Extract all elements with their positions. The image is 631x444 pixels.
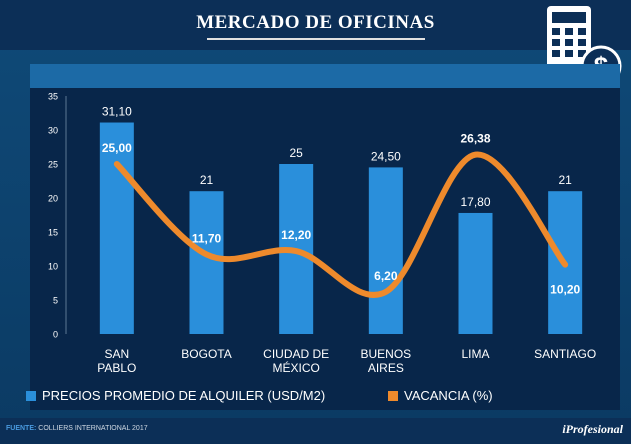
y-tick-label: 0 [53, 330, 58, 340]
bar-value-label: 17,80 [460, 195, 490, 209]
bar [368, 167, 403, 334]
bar [99, 122, 134, 335]
legend-swatch-precios [26, 390, 36, 401]
bar-value-label: 21 [200, 173, 214, 187]
x-category-label: BOGOTA [181, 347, 231, 361]
y-tick-label: 10 [48, 262, 58, 272]
legend-label-precios: PRECIOS PROMEDIO DE ALQUILER (USD/M2) [42, 388, 326, 403]
bar [458, 212, 493, 334]
legend-item-vacancia: VACANCIA (%) [388, 388, 493, 403]
brand-logo: iProfesional [562, 422, 623, 436]
source-text: COLLIERS INTERNATIONAL 2017 [38, 425, 148, 432]
legend-item-precios: PRECIOS PROMEDIO DE ALQUILER (USD/M2) [26, 388, 325, 403]
x-category-label: MÉXICO [272, 360, 319, 375]
y-tick-label: 35 [48, 92, 58, 102]
bar-value-label: 31,10 [102, 105, 132, 119]
vacancia-line [113, 151, 569, 298]
footer-bar: FUENTE: COLLIERS INTERNATIONAL 2017 iPro… [0, 418, 631, 444]
header-bar: MERCADO DE OFICINAS [0, 0, 631, 50]
y-tick-label: 25 [48, 160, 58, 170]
bar-value-label: 24,50 [371, 149, 401, 163]
x-category-label: BUENOS [360, 347, 411, 361]
x-category-label: PABLO [97, 361, 136, 375]
y-tick-label: 20 [48, 194, 58, 204]
line-value-label: 12,20 [281, 228, 311, 242]
x-category-label: AIRES [368, 361, 404, 375]
source-label: FUENTE: [6, 425, 37, 432]
title-underline [207, 38, 425, 40]
chart-title: MERCADO DE OFICINAS [196, 12, 435, 33]
x-category-label: CIUDAD DE [263, 347, 329, 361]
x-category-label: SANTIAGO [534, 347, 596, 361]
legend: PRECIOS PROMEDIO DE ALQUILER (USD/M2) VA… [26, 386, 626, 406]
line-value-label: 10,20 [550, 283, 580, 297]
line-value-label: 26,38 [460, 132, 490, 146]
line-value-label: 25,00 [102, 141, 132, 155]
bar-value-label: 21 [558, 173, 572, 187]
x-category-label: SAN [104, 347, 129, 361]
line-value-label: 11,70 [192, 231, 222, 245]
line-value-label: 6,20 [374, 269, 398, 283]
legend-label-vacancia: VACANCIA (%) [404, 388, 493, 403]
x-category-label: LIMA [461, 347, 489, 361]
legend-swatch-vacancia [388, 390, 398, 401]
y-tick-label: 5 [53, 296, 58, 306]
bar-value-label: 25 [289, 146, 303, 160]
chart-band [30, 64, 620, 88]
source-note: FUENTE: COLLIERS INTERNATIONAL 2017 [6, 425, 148, 432]
y-tick-label: 30 [48, 126, 58, 136]
bar [189, 191, 224, 334]
y-tick-label: 15 [48, 228, 58, 238]
